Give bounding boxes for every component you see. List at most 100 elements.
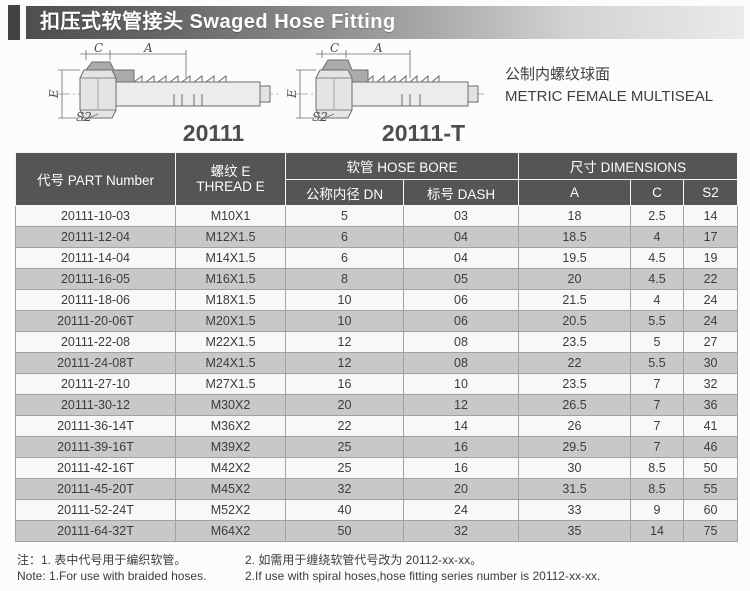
header-thread-zh: 螺纹 E [210,164,251,179]
table-cell: 50 [285,520,404,542]
table-row: 20111-14-04 M14X1.5 6 04 19.5 4.5 19 [15,247,739,269]
table-cell: 14 [682,205,739,227]
table-cell: 20111-12-04 [15,226,176,248]
technical-drawing-20111: C A E S2 [47,42,278,122]
notes-column-1: 注：1. 表中代号用于编织软管。 Note: 1.For use with br… [17,552,245,584]
table-cell: M52X2 [175,499,286,521]
table-row: 20111-30-12 M30X2 20 12 26.5 7 36 [15,394,739,416]
table-cell: 4.5 [630,268,684,290]
table-cell: 12 [285,352,404,374]
table-cell: 26 [518,415,631,437]
dim-label-e: E [286,89,299,99]
table-cell: 30 [518,457,631,479]
table-cell: M39X2 [175,436,286,458]
table-cell: 5 [285,205,404,227]
table-cell: 36 [682,394,739,416]
table-cell: M27X1.5 [175,373,286,395]
table-cell: M22X1.5 [175,331,286,353]
table-cell: 20111-18-06 [15,289,176,311]
table-cell: 4 [630,226,684,248]
table-cell: M42X2 [175,457,286,479]
note-zh-2: 2. 如需用于缠绕软管代号改为 20112-xx-xx。 [245,553,483,567]
header-col-s2: S2 [682,179,739,206]
table-cell: M12X1.5 [175,226,286,248]
table-cell: 20111-20-06T [15,310,176,332]
table-cell: 18.5 [518,226,631,248]
note-en-2: 2.If use with spiral hoses,hose fitting … [245,569,601,583]
table-row: 20111-10-03 M10X1 5 03 18 2.5 14 [15,205,739,227]
dim-label-c: C [330,42,339,55]
table-row: 20111-39-16T M39X2 25 16 29.5 7 46 [15,436,739,458]
table-cell: M64X2 [175,520,286,542]
header-hose-bore: 软管 HOSE BORE [285,152,519,180]
header-dash: 标号 DASH [403,179,519,206]
table-cell: 16 [403,436,519,458]
table-cell: M16X1.5 [175,268,286,290]
table-cell: 5 [630,331,684,353]
table-cell: 7 [630,436,684,458]
technical-drawing-20111T: C A E S2 [286,42,484,122]
header-part-number: 代号 PART Number [15,152,176,206]
table-cell: 08 [403,352,519,374]
table-row: 20111-18-06 M18X1.5 10 06 21.5 4 24 [15,289,739,311]
table-cell: 03 [403,205,519,227]
table-cell: 41 [682,415,739,437]
table-cell: 55 [682,478,739,500]
table-cell: 16 [285,373,404,395]
spec-table-header: 代号 PART Number 螺纹 E THREAD E 软管 HOSE BOR… [15,152,739,206]
table-cell: 31.5 [518,478,631,500]
table-cell: 19.5 [518,247,631,269]
table-cell: 20.5 [518,310,631,332]
table-cell: 22 [682,268,739,290]
table-cell: 5.5 [630,310,684,332]
dim-label-c: C [94,42,103,55]
table-row: 20111-45-20T M45X2 32 20 31.5 8.5 55 [15,478,739,500]
table-cell: M30X2 [175,394,286,416]
table-cell: 12 [285,331,404,353]
table-cell: 20111-27-10 [15,373,176,395]
header-col-c: C [630,179,684,206]
product-type-zh: 公制内螺纹球面 [505,66,611,83]
footer-notes: 注：1. 表中代号用于编织软管。 Note: 1.For use with br… [17,552,745,584]
table-cell: 22 [285,415,404,437]
table-cell: 20111-16-05 [15,268,176,290]
table-row: 20111-12-04 M12X1.5 6 04 18.5 4 17 [15,226,739,248]
table-cell: 04 [403,226,519,248]
table-cell: 6 [285,226,404,248]
table-cell: 33 [518,499,631,521]
part-series-label: 20111-T [381,120,466,146]
table-row: 20111-22-08 M22X1.5 12 08 23.5 5 27 [15,331,739,353]
table-cell: M20X1.5 [175,310,286,332]
table-cell: 06 [403,310,519,332]
table-cell: 20111-52-24T [15,499,176,521]
table-cell: 16 [403,457,519,479]
product-type: 公制内螺纹球面 METRIC FEMALE MULTISEAL [505,64,713,108]
table-cell: 6 [285,247,404,269]
table-cell: 17 [682,226,739,248]
table-row: 20111-52-24T M52X2 40 24 33 9 60 [15,499,739,521]
table-cell: 08 [403,331,519,353]
table-cell: 20111-36-14T [15,415,176,437]
table-cell: 21.5 [518,289,631,311]
table-cell: 05 [403,268,519,290]
note-zh-1: 注：1. 表中代号用于编织软管。 [17,553,187,567]
table-cell: 20111-24-08T [15,352,176,374]
table-cell: 20111-14-04 [15,247,176,269]
table-cell: 7 [630,394,684,416]
table-cell: 75 [682,520,739,542]
table-cell: M18X1.5 [175,289,286,311]
table-cell: 8.5 [630,457,684,479]
table-cell: 25 [285,436,404,458]
table-row: 20111-24-08T M24X1.5 12 08 22 5.5 30 [15,352,739,374]
table-cell: 2.5 [630,205,684,227]
part-series-label: 20111 [182,120,245,146]
table-row: 20111-16-05 M16X1.5 8 05 20 4.5 22 [15,268,739,290]
spec-table-body: 20111-10-03 M10X1 5 03 18 2.5 14 20111-12-04 M12… [15,205,739,542]
dim-label-s2: S2 [76,110,92,122]
table-cell: 12 [403,394,519,416]
table-cell: 20111-64-32T [15,520,176,542]
table-cell: 30 [682,352,739,374]
table-cell: 46 [682,436,739,458]
table-cell: 7 [630,373,684,395]
table-row: 20111-27-10 M27X1.5 16 10 23.5 7 32 [15,373,739,395]
